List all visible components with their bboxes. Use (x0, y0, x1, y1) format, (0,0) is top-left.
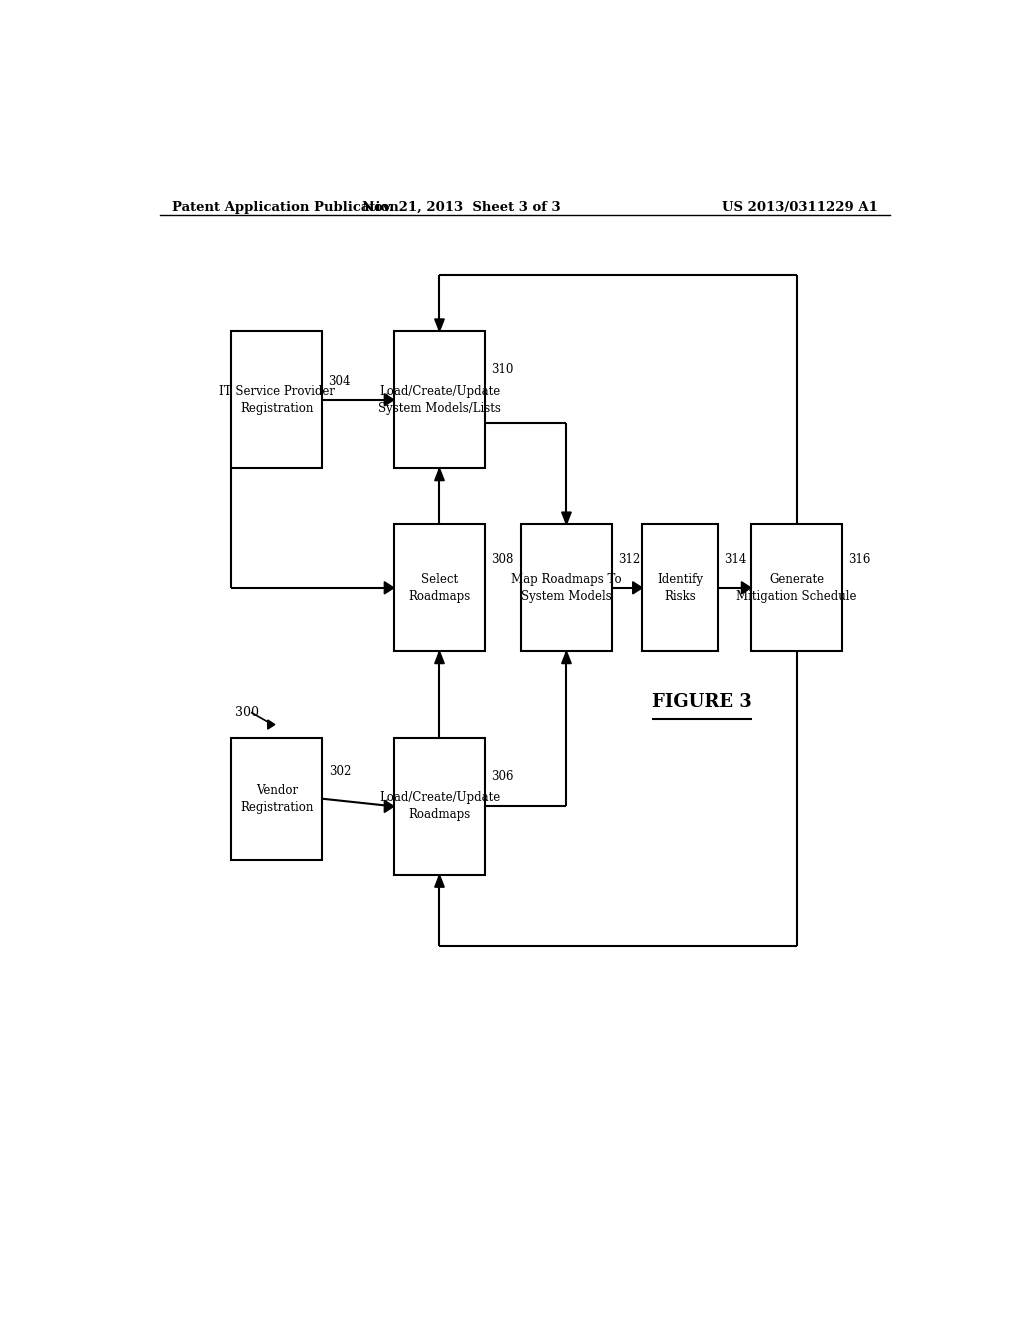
Text: 306: 306 (492, 770, 514, 783)
Bar (231, 738, 323, 859)
Text: 310: 310 (492, 363, 514, 376)
Text: US 2013/0311229 A1: US 2013/0311229 A1 (722, 201, 878, 214)
Text: Generate
Mitigation Schedule: Generate Mitigation Schedule (736, 573, 857, 603)
Text: 312: 312 (618, 553, 641, 566)
Polygon shape (633, 582, 642, 594)
Polygon shape (741, 582, 751, 594)
Bar (394, 524, 485, 651)
Polygon shape (435, 875, 444, 887)
Text: Select
Roadmaps: Select Roadmaps (409, 573, 471, 603)
Polygon shape (562, 651, 571, 664)
Polygon shape (384, 393, 394, 405)
Polygon shape (267, 719, 274, 729)
Text: Load/Create/Update
System Models/Lists: Load/Create/Update System Models/Lists (378, 385, 501, 414)
Bar (394, 738, 485, 875)
Text: Nov. 21, 2013  Sheet 3 of 3: Nov. 21, 2013 Sheet 3 of 3 (362, 201, 560, 214)
Polygon shape (384, 800, 394, 812)
Bar (751, 524, 842, 651)
Polygon shape (435, 319, 444, 331)
Polygon shape (384, 582, 394, 594)
Text: FIGURE 3: FIGURE 3 (652, 693, 752, 711)
Polygon shape (435, 469, 444, 480)
Bar (231, 331, 323, 469)
Bar (394, 331, 485, 469)
Text: IT Service Provider
Registration: IT Service Provider Registration (219, 385, 335, 414)
Text: Load/Create/Update
Roadmaps: Load/Create/Update Roadmaps (379, 792, 500, 821)
Text: 300: 300 (236, 706, 259, 719)
Bar (521, 524, 612, 651)
Bar (642, 524, 718, 651)
Text: Vendor
Registration: Vendor Registration (240, 784, 313, 813)
Text: 314: 314 (724, 553, 746, 566)
Text: Map Roadmaps To
System Models: Map Roadmaps To System Models (511, 573, 622, 603)
Text: Identify
Risks: Identify Risks (657, 573, 702, 603)
Text: 316: 316 (849, 553, 871, 566)
Text: 304: 304 (328, 375, 350, 388)
Polygon shape (435, 651, 444, 664)
Text: 302: 302 (329, 766, 351, 779)
Text: Patent Application Publication: Patent Application Publication (172, 201, 398, 214)
Polygon shape (562, 512, 571, 524)
Text: 308: 308 (492, 553, 514, 566)
